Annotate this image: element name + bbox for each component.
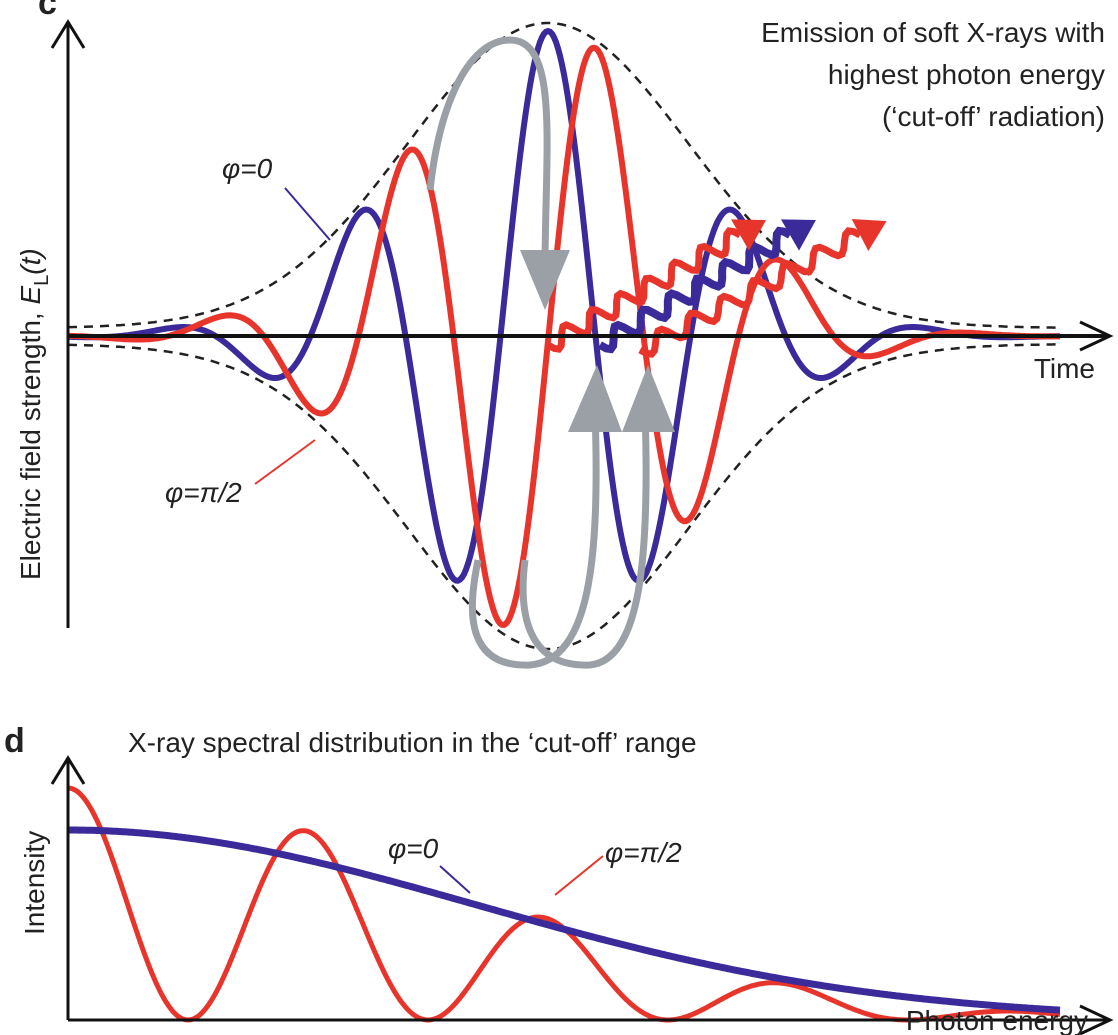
x-ray-head [851,219,887,251]
y-label-text: Electric field strength, [15,305,46,580]
panel-title: X-ray spectral distribution in the ‘cut-… [128,727,697,758]
annotation: (‘cut-off’ radiation) [882,101,1105,132]
leader-line [439,865,471,894]
y-label-symbol: E [15,286,46,305]
curve-label: φ=π/2 [165,477,242,508]
trajectory [468,409,600,669]
axis-arrow [1079,320,1114,352]
curve-label: φ=π/2 [605,837,682,868]
carrier-red [67,44,1060,628]
axis-arrow [1079,1004,1114,1035]
panel-label: c [38,0,57,22]
leader-line [284,187,331,241]
panel-d-curves [67,785,1061,1023]
trajectory [426,36,551,271]
annotation: Emission of soft X-rays with [761,17,1105,48]
y-axis-label: Intensity [19,831,50,935]
panel-c-curves [67,21,1061,669]
leader-line [254,439,316,485]
y-axis-label: Electric field strength, EL(t) [15,248,53,580]
trajectory [519,409,650,669]
panel-label: d [4,722,25,760]
y-label-subscript: L [31,275,53,286]
axis-arrow [50,19,86,49]
trajectory-head [520,250,570,310]
trajectory-head [568,365,622,432]
curve-label: φ=0 [222,153,273,184]
curve-label: φ=0 [388,833,439,864]
spectrum-blue [68,826,1061,1014]
x-ray [598,226,792,354]
x-ray-head [731,219,767,251]
leader-line [554,855,604,896]
envelope [68,21,1060,329]
carrier-blue [67,27,1061,584]
x-axis-label: Photon energy [906,1005,1088,1035]
x-ray-head [780,219,816,251]
trajectory-head [622,365,675,432]
annotation: highest photon energy [828,59,1105,90]
x-ray [546,227,742,353]
axis-arrow [50,755,86,785]
x-axis-label: Time [1034,353,1095,384]
spectrum-red [67,785,1061,1023]
y-label-argument: (t) [15,248,46,274]
